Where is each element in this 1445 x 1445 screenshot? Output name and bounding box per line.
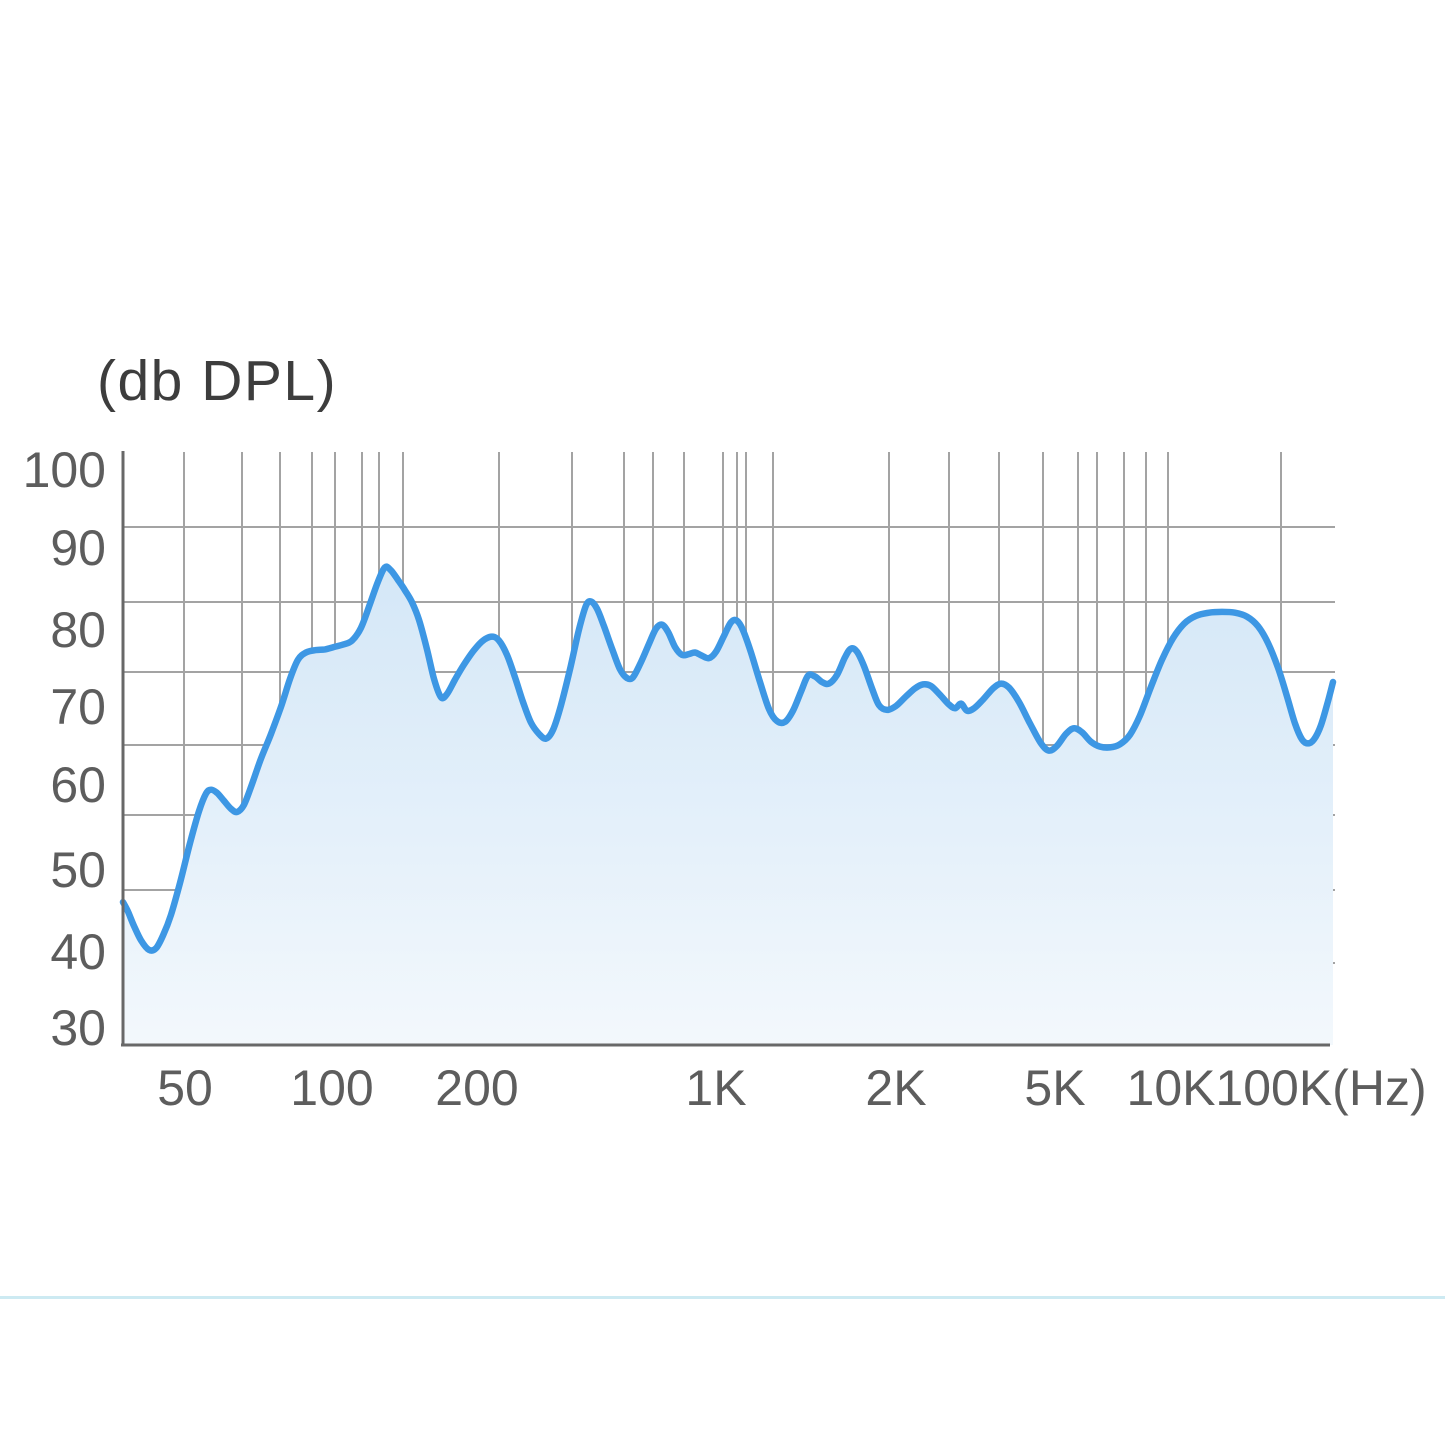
x-tick-label: 100 xyxy=(290,1060,373,1116)
chart-title: (db DPL) xyxy=(97,349,338,413)
y-tick-label: 100 xyxy=(23,442,106,498)
y-tick-label: 90 xyxy=(50,520,106,576)
x-tick-label: 1K xyxy=(685,1060,746,1116)
y-tick-label: 30 xyxy=(50,1000,106,1056)
y-tick-label: 50 xyxy=(50,842,106,898)
x-tick-label: 50 xyxy=(157,1060,213,1116)
y-tick-label: 70 xyxy=(50,679,106,735)
y-tick-label: 80 xyxy=(50,602,106,658)
x-tick-label: 200 xyxy=(435,1060,518,1116)
y-tick-label: 40 xyxy=(50,924,106,980)
x-axis-tick-labels: 50 100 200 1K 2K 5K 10K 100K(Hz) xyxy=(157,1060,1426,1116)
x-tick-label: 2K xyxy=(865,1060,926,1116)
y-tick-label: 60 xyxy=(50,757,106,813)
response-curve xyxy=(119,563,1337,954)
response-area-fill xyxy=(123,566,1333,1045)
section-divider-line xyxy=(0,1296,1445,1299)
y-axis-tick-labels: 100 90 80 70 60 50 40 30 xyxy=(23,442,106,1056)
x-tick-label: 100K(Hz) xyxy=(1215,1060,1426,1116)
x-tick-label: 10K xyxy=(1127,1060,1216,1116)
x-tick-label: 5K xyxy=(1024,1060,1085,1116)
